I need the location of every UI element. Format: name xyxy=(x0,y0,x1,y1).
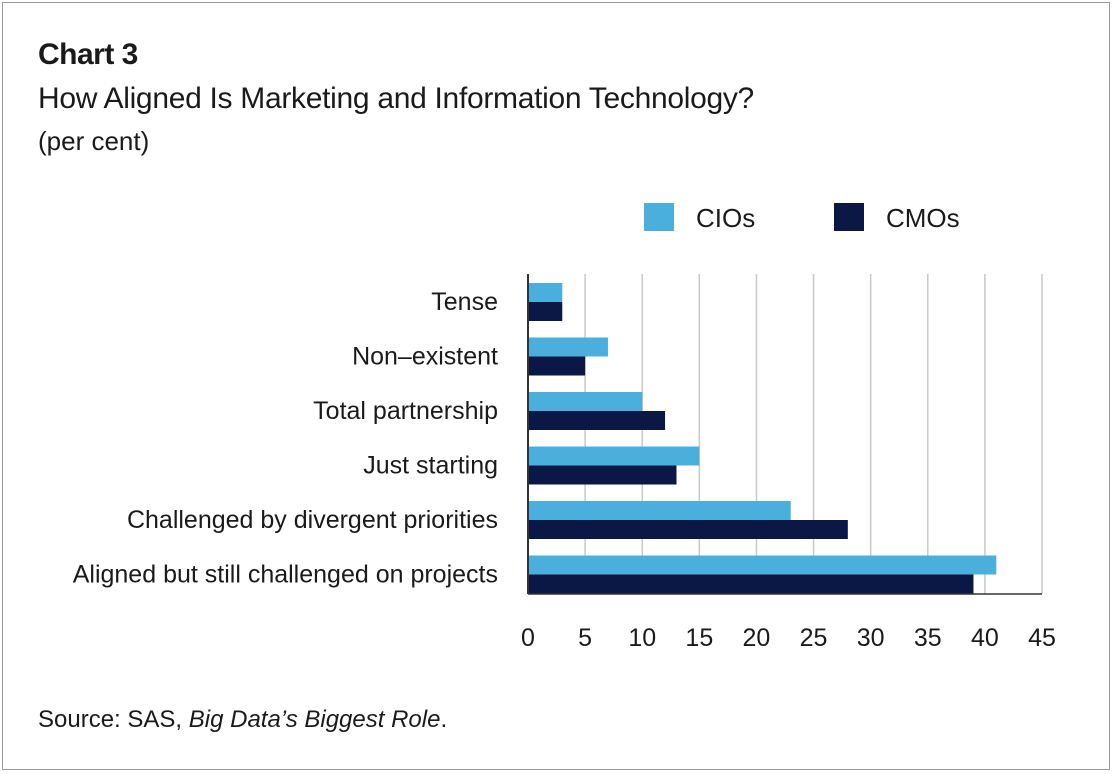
category-label-5: Aligned but still challenged on projects xyxy=(73,561,498,589)
bar-cios-2 xyxy=(528,392,643,411)
bar-cmos-2 xyxy=(528,411,666,430)
x-tick-label-40: 40 xyxy=(971,624,999,652)
category-label-0: Tense xyxy=(431,288,498,316)
bar-cmos-3 xyxy=(528,465,677,485)
x-tick-label-5: 5 xyxy=(578,624,592,652)
x-tick-label-15: 15 xyxy=(685,624,713,652)
x-tick-label-25: 25 xyxy=(800,624,828,652)
source-prefix: Source: SAS, xyxy=(38,706,189,733)
bar-cmos-5 xyxy=(528,574,974,594)
chart-number: Chart 3 xyxy=(38,38,138,71)
source-note: Source: SAS, Big Data’s Biggest Role. xyxy=(38,706,447,734)
x-tick-label-35: 35 xyxy=(914,624,942,652)
x-tick-label-30: 30 xyxy=(857,624,885,652)
category-label-1: Non–existent xyxy=(352,343,498,371)
x-tick-label-10: 10 xyxy=(628,624,656,652)
chart-title: How Aligned Is Marketing and Information… xyxy=(38,82,754,115)
chart-subtitle: (per cent) xyxy=(38,126,150,156)
bar-cmos-4 xyxy=(528,520,848,539)
source-suffix: . xyxy=(440,706,448,733)
x-tick-label-0: 0 xyxy=(521,624,535,652)
x-tick-label-20: 20 xyxy=(743,624,771,652)
bar-cios-4 xyxy=(528,501,791,520)
category-label-4: Challenged by divergent priorities xyxy=(127,506,498,534)
x-tick-label-45: 45 xyxy=(1028,624,1056,652)
source-title: Big Data’s Biggest Role xyxy=(188,706,441,733)
bar-cios-0 xyxy=(528,283,563,302)
bar-cios-3 xyxy=(528,446,700,466)
bar-cmos-1 xyxy=(528,356,586,376)
bar-cios-5 xyxy=(528,555,997,575)
legend-label-cmos: CMOs xyxy=(886,203,960,233)
bar-cmos-0 xyxy=(528,302,563,321)
legend-label-cios: CIOs xyxy=(696,203,755,233)
legend-swatch-cmos xyxy=(834,203,864,231)
category-label-3: Just starting xyxy=(363,452,498,480)
bar-cios-1 xyxy=(528,337,608,357)
category-label-2: Total partnership xyxy=(313,397,498,425)
legend-swatch-cios xyxy=(644,203,674,231)
